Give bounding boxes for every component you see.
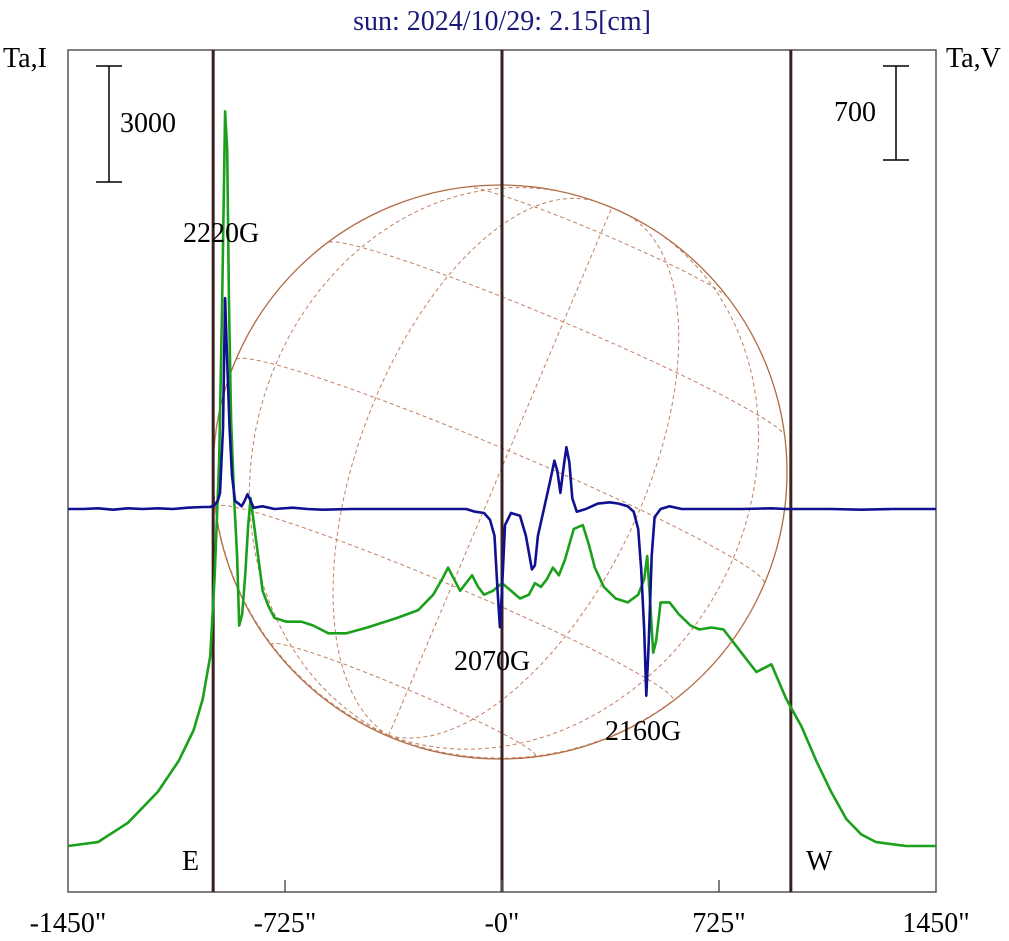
x-tick-label: 1450" — [902, 908, 969, 939]
y-right-axis-label: Ta,V — [946, 43, 1001, 74]
x-tick-label: 725" — [692, 908, 745, 939]
scale-bar-right-label: 700 — [834, 97, 876, 128]
solar-grid-line — [388, 231, 760, 750]
east-limb-label: E — [182, 846, 199, 877]
solar-grid-line — [467, 186, 728, 298]
scale-bar-left: 3000 — [96, 65, 176, 183]
west-limb-label: W — [806, 846, 833, 877]
annotation-2220g: 2220G — [183, 218, 259, 249]
solar-grid-line — [248, 187, 563, 736]
x-tick-label: -0" — [485, 908, 520, 939]
annotation-2070g: 2070G — [454, 646, 530, 677]
x-axis-ticks: -1450" -725" -0" 725" 1450" — [30, 880, 970, 939]
x-tick-label: -725" — [254, 908, 317, 939]
x-tick-label: -1450" — [30, 908, 107, 939]
solar-grid-line — [214, 504, 674, 702]
solar-grid-line — [388, 592, 761, 759]
annotation-2160g: 2160G — [605, 716, 681, 747]
scale-bar-left-label: 3000 — [120, 108, 176, 139]
limb-and-center-lines — [211, 50, 793, 892]
solar-grid-line — [388, 735, 422, 749]
solar-grid-line — [212, 369, 389, 736]
series-polarization-line — [68, 296, 936, 697]
solar-grid-line — [388, 735, 398, 741]
solar-grid-line — [356, 720, 389, 736]
solar-grid-line — [270, 642, 537, 758]
y-left-axis-label: Ta,I — [3, 43, 47, 74]
chart-title: sun: 2024/10/29: 2.15[cm] — [353, 6, 651, 37]
solar-grid-line — [388, 215, 680, 739]
series-intensity-line — [67, 110, 936, 848]
scale-bar-right: 700 — [834, 65, 909, 161]
series-layer — [67, 110, 936, 848]
